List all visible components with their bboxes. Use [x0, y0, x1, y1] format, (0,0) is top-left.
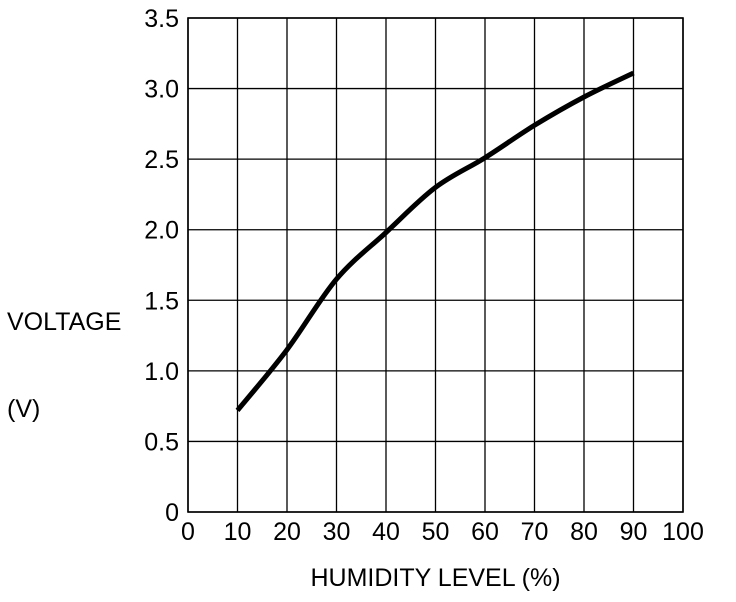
y-tick-label: 0: [165, 499, 179, 527]
y-tick-label: 2.5: [144, 146, 179, 174]
y-axis-title-line2: (V): [7, 395, 41, 423]
y-tick-label: 3.0: [144, 76, 179, 104]
x-tick-label: 90: [620, 518, 648, 546]
x-tick-label: 40: [372, 518, 400, 546]
x-tick-label: 30: [323, 518, 351, 546]
y-tick-label: 1.0: [144, 358, 179, 386]
x-tick-label: 50: [422, 518, 450, 546]
x-tick-label: 60: [471, 518, 499, 546]
voltage-curve: [235, 70, 635, 412]
x-tick-label: 70: [521, 518, 549, 546]
x-tick-label: 0: [181, 518, 195, 546]
y-axis-title: VOLTAGE (V): [7, 250, 121, 482]
x-tick-label: 80: [570, 518, 598, 546]
y-axis-title-line1: VOLTAGE: [7, 308, 122, 336]
y-tick-label: 0.5: [144, 428, 179, 456]
x-tick-label: 20: [273, 518, 301, 546]
x-tick-label: 100: [662, 518, 704, 546]
x-axis-title: HUMIDITY LEVEL (%): [310, 564, 561, 592]
y-tick-label: 1.5: [144, 287, 179, 315]
x-tick-label: 10: [224, 518, 252, 546]
y-tick-label: 2.0: [144, 217, 179, 245]
plot-border: [187, 17, 684, 513]
y-tick-label: 3.5: [144, 5, 179, 33]
